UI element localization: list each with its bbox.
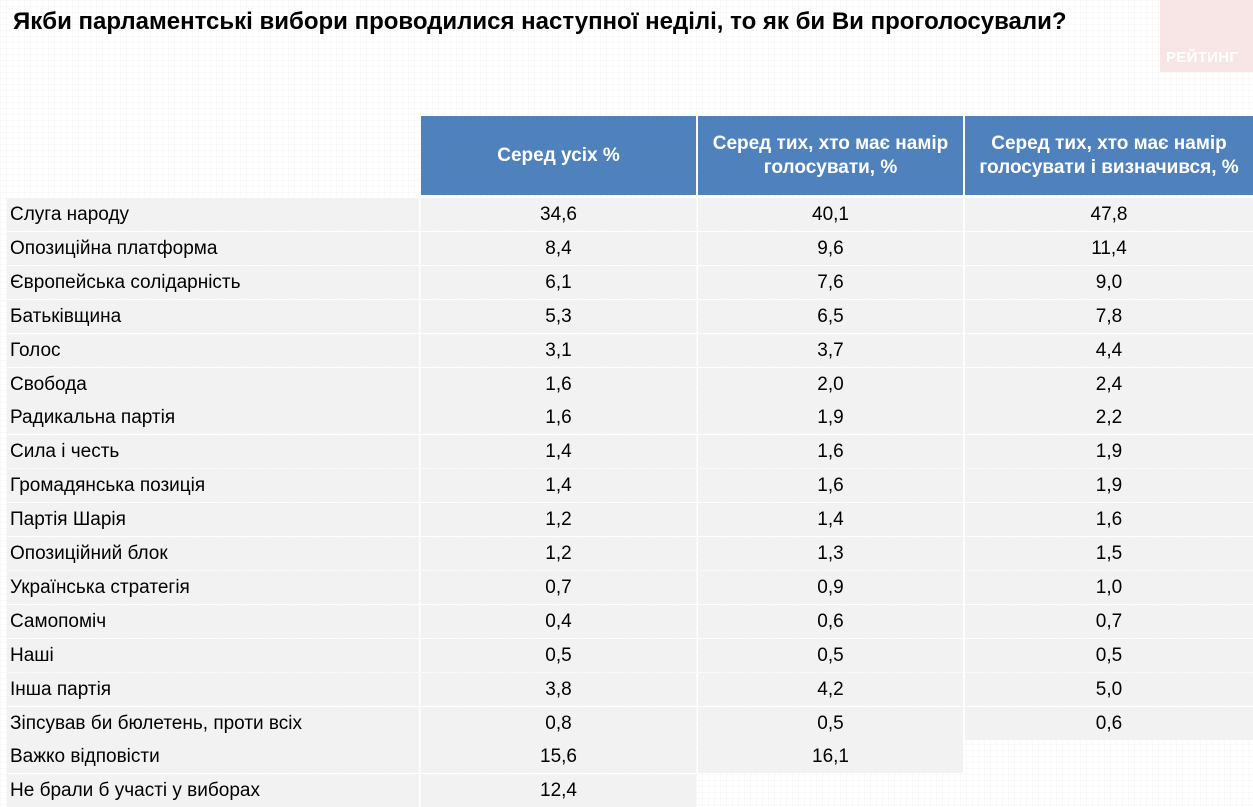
value-decided: 2,2 bbox=[965, 401, 1253, 434]
value-all: 1,4 bbox=[421, 469, 696, 502]
value-decided: 47,8 bbox=[965, 198, 1253, 231]
value-all: 1,2 bbox=[421, 537, 696, 570]
row-label: Слуга народу bbox=[7, 198, 419, 231]
value-decided: 9,0 bbox=[965, 266, 1253, 299]
value-all: 3,8 bbox=[421, 673, 696, 706]
value-all: 6,1 bbox=[421, 266, 696, 299]
value-all: 3,1 bbox=[421, 334, 696, 367]
row-label: Голос bbox=[7, 334, 419, 367]
value-intend-to-vote: 3,7 bbox=[698, 334, 963, 367]
value-decided: 1,5 bbox=[965, 537, 1253, 570]
value-decided: 1,6 bbox=[965, 503, 1253, 536]
rating-logo: РЕЙТИНГ bbox=[1160, 0, 1253, 72]
row-label: Опозиційна платформа bbox=[7, 232, 419, 265]
value-decided: 1,9 bbox=[965, 435, 1253, 468]
value-decided: 11,4 bbox=[965, 232, 1253, 265]
value-intend-to-vote: 40,1 bbox=[698, 198, 963, 231]
row-label: Батьківщина bbox=[7, 300, 419, 333]
value-all: 0,8 bbox=[421, 707, 696, 740]
value-decided: 7,8 bbox=[965, 300, 1253, 333]
row-label: Не брали б участі у виборах bbox=[7, 774, 419, 807]
value-intend-to-vote: 1,3 bbox=[698, 537, 963, 570]
value-intend-to-vote: 1,6 bbox=[698, 435, 963, 468]
row-label: Радикальна партія bbox=[7, 401, 419, 434]
value-decided: 0,7 bbox=[965, 605, 1253, 638]
column-header-all: Серед усіх % bbox=[421, 116, 696, 195]
row-label: Самопоміч bbox=[7, 605, 419, 638]
value-decided: 4,4 bbox=[965, 334, 1253, 367]
value-decided: 1,9 bbox=[965, 469, 1253, 502]
value-all: 0,7 bbox=[421, 571, 696, 604]
value-decided: 5,0 bbox=[965, 673, 1253, 706]
value-all: 1,2 bbox=[421, 503, 696, 536]
value-intend-to-vote: 7,6 bbox=[698, 266, 963, 299]
row-label: Наші bbox=[7, 639, 419, 672]
value-all: 1,4 bbox=[421, 435, 696, 468]
value-all: 0,5 bbox=[421, 639, 696, 672]
row-label: Партія Шарія bbox=[7, 503, 419, 536]
logo-text: РЕЙТИНГ bbox=[1166, 49, 1239, 66]
value-intend-to-vote: 16,1 bbox=[698, 740, 963, 773]
column-header-decided: Серед тих, хто має намір голосувати і ви… bbox=[965, 116, 1253, 195]
value-intend-to-vote: 0,6 bbox=[698, 605, 963, 638]
value-intend-to-vote: 1,9 bbox=[698, 401, 963, 434]
value-intend-to-vote: 4,2 bbox=[698, 673, 963, 706]
value-intend-to-vote: 0,9 bbox=[698, 571, 963, 604]
value-all: 0,4 bbox=[421, 605, 696, 638]
value-intend-to-vote: 2,0 bbox=[698, 368, 963, 401]
value-all: 8,4 bbox=[421, 232, 696, 265]
value-intend-to-vote: 0,5 bbox=[698, 707, 963, 740]
value-all: 15,6 bbox=[421, 740, 696, 773]
value-intend-to-vote: 1,4 bbox=[698, 503, 963, 536]
value-decided: 0,6 bbox=[965, 707, 1253, 740]
value-intend-to-vote: 1,6 bbox=[698, 469, 963, 502]
value-decided: 2,4 bbox=[965, 368, 1253, 401]
row-label: Опозиційний блок bbox=[7, 537, 419, 570]
value-decided: 0,5 bbox=[965, 639, 1253, 672]
value-all: 34,6 bbox=[421, 198, 696, 231]
value-intend-to-vote: 0,5 bbox=[698, 639, 963, 672]
value-decided: 1,0 bbox=[965, 571, 1253, 604]
row-label: Зіпсував би бюлетень, проти всіх bbox=[7, 707, 419, 740]
value-all: 12,4 bbox=[421, 774, 696, 807]
row-label: Громадянська позиція bbox=[7, 469, 419, 502]
column-header-intend-to-vote: Серед тих, хто має намір голосувати, % bbox=[698, 116, 963, 195]
value-all: 1,6 bbox=[421, 401, 696, 434]
page-title: Якби парламентські вибори проводилися на… bbox=[13, 8, 1067, 35]
value-all: 5,3 bbox=[421, 300, 696, 333]
value-intend-to-vote: 9,6 bbox=[698, 232, 963, 265]
row-label: Важко відповісти bbox=[7, 740, 419, 773]
value-all: 1,6 bbox=[421, 368, 696, 401]
row-label: Європейська солідарність bbox=[7, 266, 419, 299]
value-intend-to-vote: 6,5 bbox=[698, 300, 963, 333]
row-label: Сила і честь bbox=[7, 435, 419, 468]
row-label: Свобода bbox=[7, 368, 419, 401]
row-label: Інша партія bbox=[7, 673, 419, 706]
row-label: Українська стратегія bbox=[7, 571, 419, 604]
